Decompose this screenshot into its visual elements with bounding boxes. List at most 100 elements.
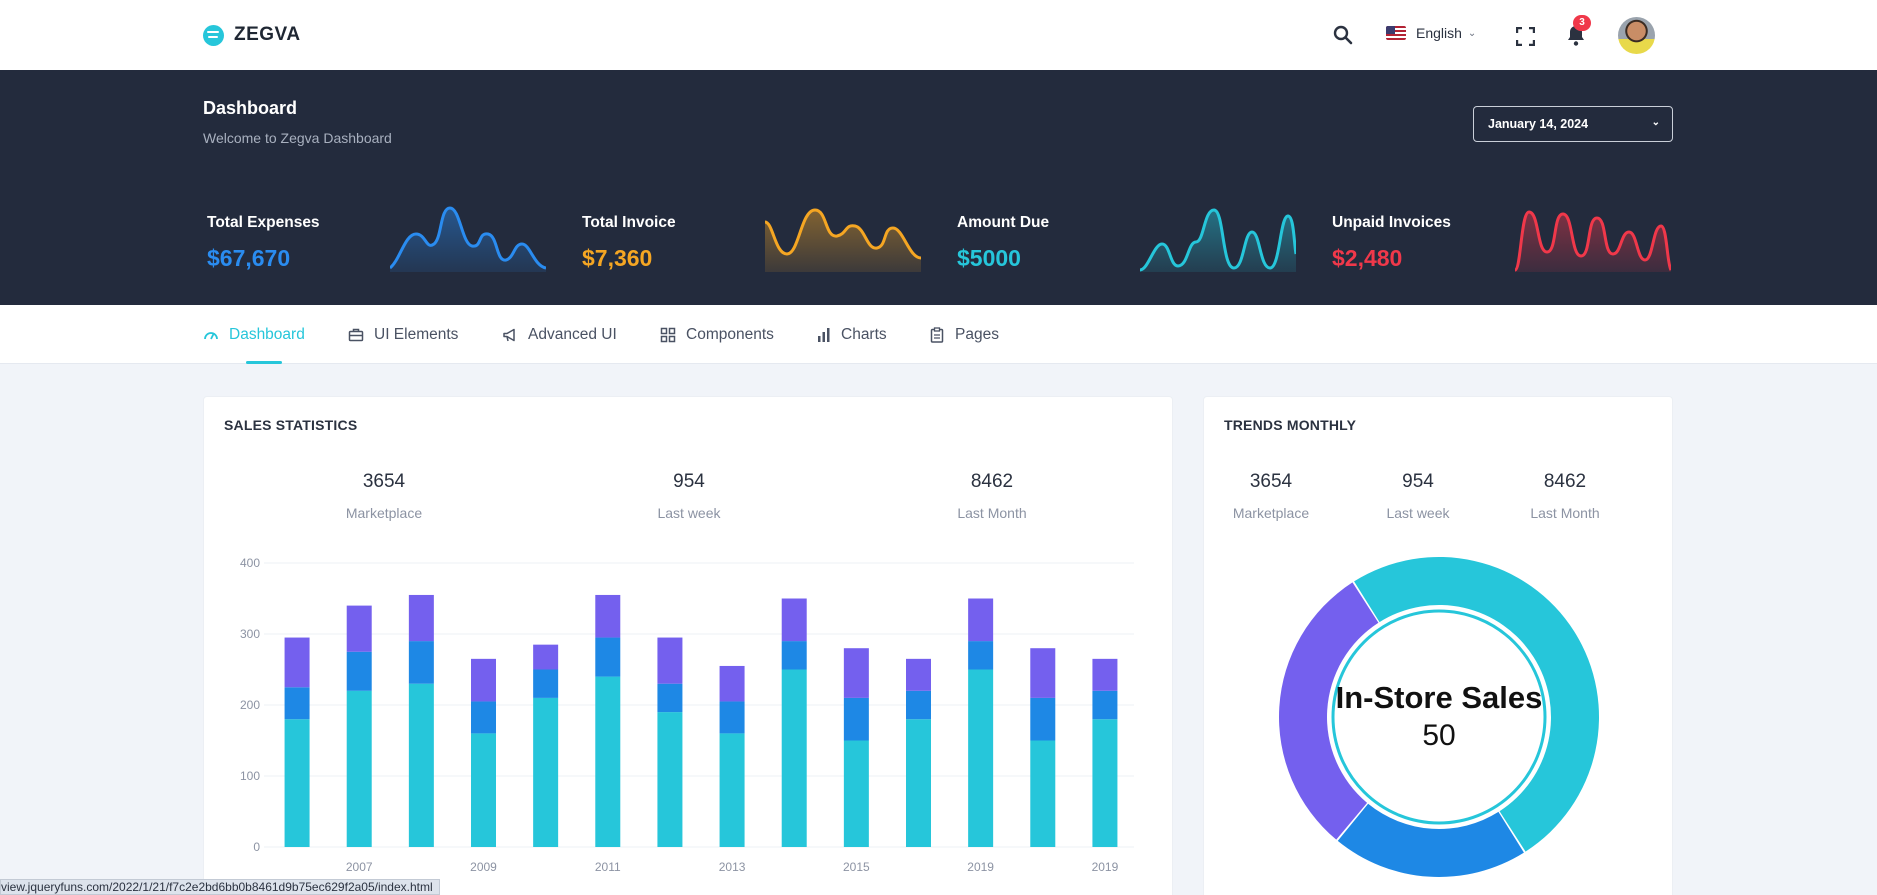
- x-tick-label: 2015: [843, 860, 870, 874]
- sales-bar-chart: 0 100 200 300 400 2007 2009 2011 2013 2015 2019 201…: [240, 556, 1134, 874]
- card-title: TRENDS MONTHLY: [1224, 417, 1357, 433]
- fullscreen-icon[interactable]: [1514, 25, 1536, 47]
- date-value: January 14, 2024: [1488, 117, 1589, 131]
- y-tick-label: 200: [240, 698, 260, 712]
- nav-item-dashboard[interactable]: Dashboard: [203, 305, 305, 364]
- kpi-label: Marketplace: [345, 505, 423, 521]
- x-tick-label: 2007: [346, 860, 373, 874]
- nav-item-ui-elements[interactable]: UI Elements: [348, 305, 458, 364]
- nav-item-advanced-ui[interactable]: Advanced UI: [502, 305, 617, 364]
- bar-segment: [346, 605, 372, 652]
- bar-segment: [284, 687, 310, 720]
- bar-segment: [719, 665, 745, 702]
- date-picker[interactable]: January 14, 2024 ⌄: [1473, 106, 1673, 142]
- nav-item-components[interactable]: Components: [660, 305, 774, 364]
- kpi-last-month: 8462 Last Month: [922, 471, 1062, 521]
- search-icon[interactable]: [1332, 24, 1354, 46]
- bar-segment: [1092, 719, 1118, 847]
- bar-segment: [906, 658, 931, 691]
- bar-segment: [471, 658, 496, 702]
- page-header: Dashboard Welcome to Zegva Dashboard Jan…: [0, 70, 1877, 305]
- x-tick-label: 2011: [595, 860, 621, 874]
- brand-logo[interactable]: ZEGVA: [203, 24, 301, 46]
- nav-label: UI Elements: [374, 325, 459, 343]
- main-nav: Dashboard UI Elements Advanced UI Compon…: [0, 305, 1877, 364]
- bar-segment: [1030, 740, 1056, 847]
- bar-segment: [533, 697, 559, 847]
- sparkline-invoice: [765, 208, 921, 272]
- kpi-value: 8462: [970, 471, 1014, 492]
- bar-segment: [595, 594, 621, 638]
- donut-slice: [1279, 582, 1379, 840]
- sparkline-unpaid: [1515, 210, 1671, 272]
- nav-label: Pages: [955, 325, 999, 343]
- page-title: Dashboard: [203, 98, 298, 118]
- sparkline-expenses: [390, 206, 546, 272]
- chevron-down-icon: ⌄: [1651, 117, 1660, 128]
- bar-segment: [1092, 658, 1118, 691]
- nav-item-pages[interactable]: Pages: [929, 305, 999, 364]
- status-bar-url: view.jqueryfuns.com/2022/1/21/f7c2e2bd6b…: [0, 879, 440, 895]
- bar-segment: [968, 669, 994, 847]
- kpi-value: 954: [673, 471, 705, 492]
- bar-segment: [284, 637, 310, 688]
- nav-label: Dashboard: [229, 325, 305, 343]
- top-bar: ZEGVA English ⌄ 3: [0, 0, 1877, 70]
- bar-segment: [533, 669, 559, 698]
- bar-segment: [657, 683, 683, 713]
- bar-segment: [906, 719, 931, 847]
- bar-segment: [1030, 697, 1056, 741]
- kpi-value: 3654: [362, 471, 406, 492]
- bar-segment: [719, 733, 745, 847]
- us-flag-icon: [1386, 26, 1406, 40]
- y-tick-label: 100: [240, 769, 260, 783]
- y-tick-label: 0: [253, 840, 260, 854]
- notification-badge: 3: [1573, 15, 1591, 31]
- kpi-label: Last Month: [1530, 505, 1600, 521]
- bar-segment: [843, 697, 869, 741]
- bar-segment: [595, 637, 621, 677]
- bar-segment: [284, 719, 310, 847]
- x-tick-label: 2009: [470, 860, 497, 874]
- bar-segment: [346, 690, 372, 847]
- stat-label: Total Invoice: [582, 214, 676, 231]
- donut-inner-ring: [1331, 609, 1547, 825]
- bar-segment: [346, 651, 372, 691]
- donut-center-label: In-Store Sales: [1335, 680, 1543, 715]
- stat-unpaid-invoices: Unpaid Invoices $2,480: [1332, 214, 1451, 272]
- stat-value: $5000: [957, 245, 1021, 271]
- nav-item-charts[interactable]: Charts: [817, 305, 887, 364]
- stat-label: Unpaid Invoices: [1332, 214, 1451, 231]
- stat-value: $67,670: [207, 245, 291, 271]
- bar-segment: [533, 644, 559, 670]
- language-selector[interactable]: English ⌄: [1386, 25, 1476, 41]
- bar-segment: [968, 598, 994, 642]
- stat-total-expenses: Total Expenses $67,670: [207, 214, 320, 272]
- kpi-label: Last week: [1386, 505, 1450, 521]
- user-avatar[interactable]: [1618, 17, 1655, 54]
- x-tick-label: 2013: [719, 860, 746, 874]
- nav-label: Components: [686, 325, 774, 343]
- donut-slice: [1337, 803, 1524, 877]
- bar-segment: [843, 740, 869, 847]
- card-title: SALES STATISTICS: [224, 417, 358, 433]
- kpi-last-week: 954 Last week: [1348, 471, 1488, 521]
- bar-segment: [1092, 690, 1118, 720]
- stat-total-invoice: Total Invoice $7,360: [582, 214, 676, 272]
- x-tick-label: 2019: [1092, 860, 1119, 874]
- bar-segment: [595, 676, 621, 847]
- kpi-label: Marketplace: [1232, 505, 1310, 521]
- sparkline-amount-due: [1140, 208, 1296, 272]
- bar-segment: [657, 637, 683, 684]
- stat-amount-due: Amount Due $5000: [957, 214, 1049, 272]
- megaphone-icon: [503, 328, 515, 341]
- bar-segment: [471, 733, 496, 847]
- page-subtitle: Welcome to Zegva Dashboard: [203, 130, 392, 146]
- grid-icon: [660, 327, 676, 342]
- bar-segment: [408, 683, 434, 847]
- bar-segment: [719, 701, 745, 734]
- bar-chart-icon: [818, 327, 830, 342]
- x-tick-label: 2019: [967, 860, 994, 874]
- kpi-marketplace: 3654 Marketplace: [1201, 471, 1341, 521]
- nav-label: Advanced UI: [528, 325, 617, 343]
